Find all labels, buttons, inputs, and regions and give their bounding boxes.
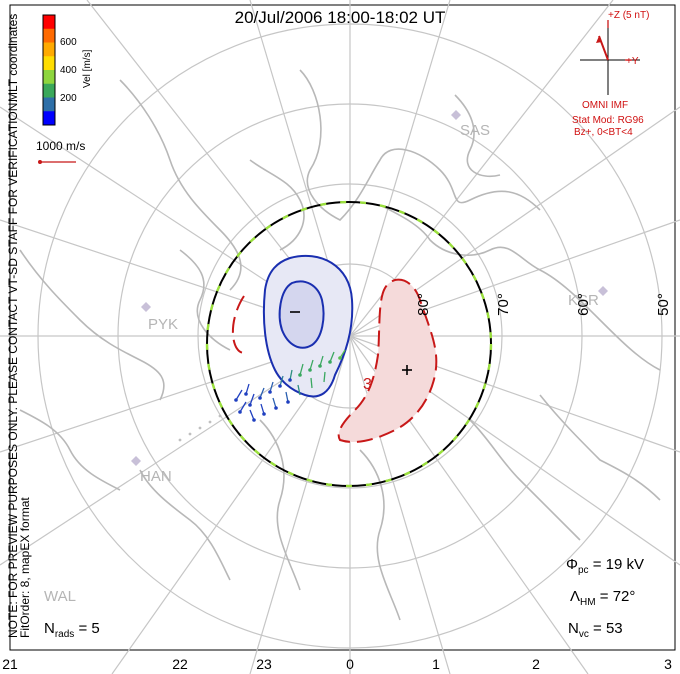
vector-origins [234,356,342,422]
mlt-0: 0 [346,656,354,672]
colorbar-tick-600: 600 [60,37,77,48]
colorbar-segment [43,15,55,30]
coastlines [19,69,661,621]
stat-phi: Φpc = 19 kV [566,556,644,576]
station-ksr-marker [598,286,608,296]
fit-order-note: FitOrder: 8, mapEX format [18,497,32,638]
station-han: HAN [140,468,172,485]
imf-z-label: +Z (5 nT) [608,10,650,21]
colorbar-segment [43,83,55,98]
imf-condition: Bz+, 0<BT<4 [574,127,633,138]
dawn-cell [337,278,438,443]
station-pyk: PYK [148,316,179,333]
station-sas: SAS [460,122,491,139]
mlt-3: 3 [664,656,672,672]
scale-label: 1000 m/s [36,139,86,153]
lat-70: 70° [494,293,512,316]
colorbar-segment [43,56,55,71]
colorbar-segment [43,28,55,43]
mlt-2: 2 [532,656,540,672]
station-sas-marker [451,110,461,120]
lat-80: 80° [414,293,432,316]
colorbar-segment [43,97,55,112]
station-pyk-marker [141,302,151,312]
imf-source: OMNI IMF [582,100,629,111]
stat-lambda: ΛHM = 72° [570,588,636,608]
station-ksr: KSR [568,292,599,309]
hm-boundary [206,201,492,487]
mlt-23: 23 [256,656,272,672]
dusk-cell-inner [278,280,325,349]
imf-y-label: +Y [626,56,639,67]
colorbar-label: Vel [m/s] [82,49,93,88]
hm-boundary-green [205,200,493,488]
stat-nvc: Nvc = 53 [568,620,623,640]
colorbar-segment [43,70,55,85]
stat-nrads: Nrads = 5 [44,620,100,640]
dusk-side-red-contour [231,295,247,354]
station-wal: WAL [44,588,76,605]
lat-50: 50° [654,293,672,316]
colorbar-tick-200: 200 [60,93,77,104]
station-han-marker [131,456,141,466]
colorbar [43,15,55,126]
contour-label-3: 3 [363,376,372,393]
mlt-21: 21 [2,656,18,672]
colorbar-tick-400: 400 [60,65,77,76]
map-title: 20/Jul/2006 18:00-18:02 UT [234,8,446,27]
colorbar-segment [43,42,55,57]
colorbar-segment [43,111,55,126]
station-markers [131,110,608,466]
mlt-22: 22 [172,656,188,672]
mlt-1: 1 [432,656,440,672]
gray-echo-dots [178,414,222,442]
lat-60: 60° [574,293,592,316]
plot-frame [9,4,676,651]
imf-model: Stat Mod: RG96 [572,115,644,126]
coords-label: MLT coordinates [6,13,20,102]
